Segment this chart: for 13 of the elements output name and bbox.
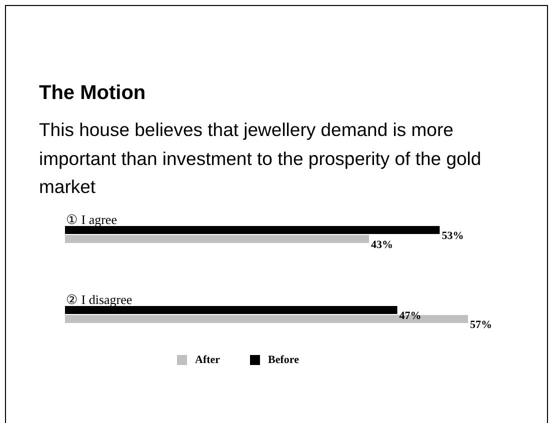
bar <box>65 226 440 234</box>
data-label: 47% <box>399 310 422 322</box>
legend-label: After <box>194 354 220 366</box>
data-label: 53% <box>442 230 464 242</box>
bar <box>65 306 398 314</box>
y-tick-label: ① I agree <box>66 212 118 227</box>
data-label: 43% <box>371 239 394 251</box>
data-label: 57% <box>470 319 492 331</box>
chart-title: The Motion <box>39 82 146 105</box>
legend-label: Before <box>267 354 299 366</box>
bar <box>65 235 370 243</box>
chart-subtitle: This house believes that jewellery demand is more important than investment to the prosperity of the gold market <box>39 118 482 199</box>
y-tick-label: ② I disagree <box>66 292 132 307</box>
